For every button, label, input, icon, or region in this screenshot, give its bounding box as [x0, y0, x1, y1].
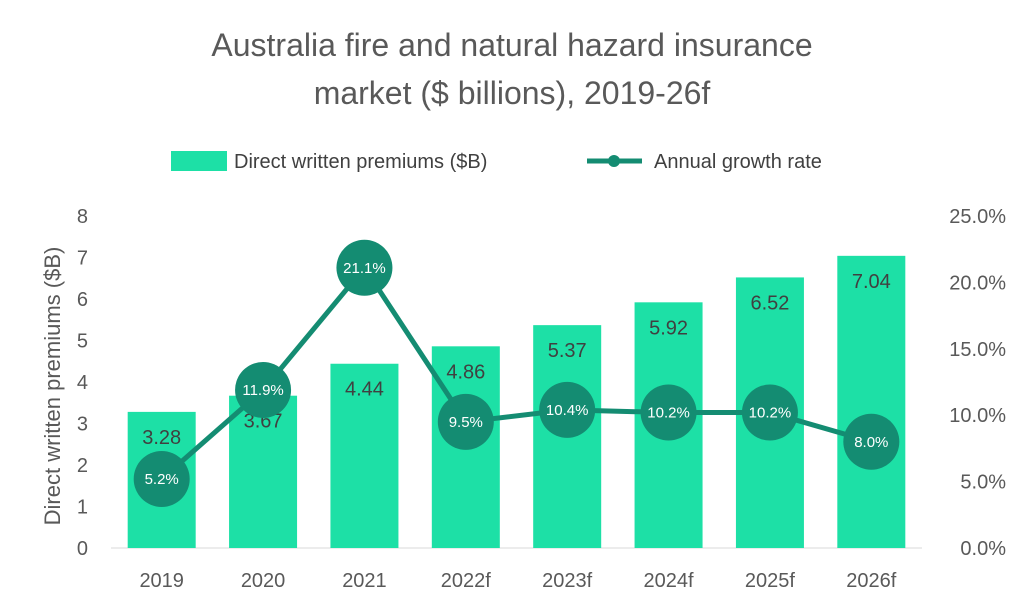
growth-rate-marker [336, 239, 393, 296]
x-axis-ticks: 2019 2020 2021 2022f 2023f 2024f 2025f 2026f [139, 570, 896, 592]
legend-bar-swatch [171, 151, 227, 171]
right-tick-label: 20.0% [949, 272, 1006, 294]
chart-title-line-1: Australia fire and natural hazard insura… [211, 27, 812, 63]
right-tick-label: 25.0% [949, 206, 1006, 228]
growth-rate-marker [437, 393, 494, 450]
growth-rate-label: 10.2% [749, 405, 792, 422]
x-tick-label: 2022f [441, 570, 491, 592]
left-tick-label: 3 [77, 414, 88, 436]
bar-value-label: 4.44 [345, 379, 384, 401]
right-axis-ticks: 0.0% 5.0% 10.0% 15.0% 20.0% 25.0% [949, 206, 1006, 560]
growth-rate-marker [539, 381, 596, 438]
legend-line-label: Annual growth rate [654, 151, 822, 173]
chart-title-line-2: market ($ billions), 2019-26f [314, 75, 711, 111]
left-tick-label: 2 [77, 455, 88, 477]
x-tick-label: 2019 [139, 570, 184, 592]
right-tick-label: 15.0% [949, 339, 1006, 361]
left-tick-label: 4 [77, 372, 88, 394]
growth-rate-label: 10.4% [546, 402, 589, 419]
bar-value-label: 7.04 [852, 271, 891, 293]
bar-value-label: 5.92 [649, 317, 688, 339]
legend-bar-label: Direct written premiums ($B) [234, 151, 487, 173]
x-tick-label: 2021 [342, 570, 387, 592]
x-tick-label: 2020 [241, 570, 286, 592]
left-axis-ticks: 0 1 2 3 4 5 6 7 8 [77, 206, 88, 560]
left-tick-label: 6 [77, 289, 88, 311]
x-tick-label: 2023f [542, 570, 592, 592]
left-tick-label: 8 [77, 206, 88, 228]
bar-value-label: 6.52 [750, 292, 789, 314]
left-tick-label: 5 [77, 331, 88, 353]
left-tick-label: 7 [77, 248, 88, 270]
y-axis-title: Direct written premiums ($B) [40, 247, 65, 526]
growth-rate-marker [133, 450, 190, 507]
growth-rate-label: 9.5% [449, 414, 483, 431]
growth-rate-label: 5.2% [145, 471, 179, 488]
growth-rate-marker [640, 384, 697, 441]
right-tick-label: 5.0% [960, 472, 1006, 494]
legend-line-marker [608, 155, 620, 167]
bar-value-label: 3.28 [142, 427, 181, 449]
x-tick-label: 2025f [745, 570, 795, 592]
left-tick-label: 1 [77, 497, 88, 519]
bar-value-label: 5.37 [548, 340, 587, 362]
growth-rate-marker [741, 384, 798, 441]
x-tick-label: 2024f [644, 570, 694, 592]
bar [330, 363, 399, 548]
growth-rate-points: 5.2% 11.9% 21.1% 9.5% 10.4% 10.2% 10.2% 8.0% [133, 239, 900, 507]
right-tick-label: 10.0% [949, 405, 1006, 427]
growth-rate-marker [235, 361, 292, 418]
left-tick-label: 0 [77, 538, 88, 560]
bar-value-label: 4.86 [446, 361, 485, 383]
right-tick-label: 0.0% [960, 538, 1006, 560]
legend: Direct written premiums ($B) Annual grow… [171, 151, 822, 173]
growth-rate-label: 8.0% [854, 434, 888, 451]
bar [837, 255, 906, 548]
growth-rate-label: 11.9% [242, 382, 283, 399]
bar-labels: 3.283.674.444.865.375.926.527.04 [142, 271, 891, 449]
x-tick-label: 2026f [846, 570, 896, 592]
bar [229, 395, 298, 548]
growth-rate-label: 10.2% [647, 405, 690, 422]
growth-rate-label: 21.1% [343, 260, 386, 277]
growth-rate-marker [843, 413, 900, 470]
